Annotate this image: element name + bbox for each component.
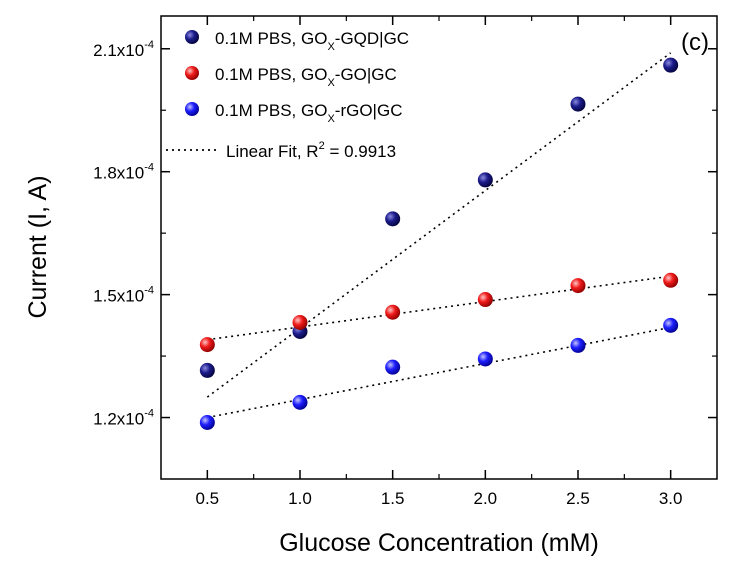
- y-tick-label: 1.2x10-4: [93, 408, 154, 429]
- data-point: [663, 272, 679, 288]
- data-point: [663, 57, 679, 73]
- y-tick-label: 1.5x10-4: [93, 285, 154, 306]
- data-point: [477, 351, 493, 367]
- x-tick-label: 2.0: [474, 489, 498, 508]
- y-tick-label: 1.8x10-4: [93, 162, 154, 183]
- x-tick-label: 1.5: [381, 489, 405, 508]
- data-point: [199, 414, 215, 430]
- legend-marker-go: [185, 66, 199, 80]
- data-point: [663, 317, 679, 333]
- legend: 0.1M PBS, GOX-GQD|GC 0.1M PBS, GOX-GO|GC…: [166, 29, 409, 161]
- y-tick-label: 2.1x10-4: [93, 39, 154, 60]
- fit-line: [206, 52, 672, 398]
- data-point: [385, 304, 401, 320]
- fit-line: [207, 275, 671, 341]
- data-point: [570, 278, 586, 294]
- data-point: [199, 362, 215, 378]
- data-point: [385, 359, 401, 375]
- data-point: [292, 314, 308, 330]
- x-tick-label: 0.5: [196, 489, 220, 508]
- panel-label: (c): [681, 29, 709, 56]
- data-point: [570, 337, 586, 353]
- legend-fit-label: Linear Fit, R2 = 0.9913: [226, 140, 396, 161]
- x-axis-title: Glucose Concentration (mM): [279, 529, 599, 557]
- legend-label-rgo: 0.1M PBS, GOX-rGO|GC: [215, 101, 402, 125]
- data-point: [385, 211, 401, 227]
- data-point: [292, 394, 308, 410]
- legend-marker-gqd: [185, 30, 199, 44]
- data-point: [199, 337, 215, 353]
- data-point: [477, 172, 493, 188]
- data-points: [199, 57, 679, 430]
- data-point: [477, 292, 493, 308]
- legend-label-go: 0.1M PBS, GOX-GO|GC: [215, 65, 397, 89]
- x-tick-label: 3.0: [659, 489, 683, 508]
- x-tick-label: 1.0: [288, 489, 312, 508]
- fit-lines: [206, 52, 672, 419]
- data-point: [570, 96, 586, 112]
- x-tick-label: 2.5: [566, 489, 590, 508]
- fit-line: [207, 326, 671, 419]
- y-axis-title: Current (I, A): [24, 175, 52, 318]
- axis-ticks: 0.5 1.0 1.5 2.0 2.5 3.0 1.2x10-4 1.5x10-4 1.8x10…: [93, 16, 717, 508]
- legend-marker-rgo: [185, 102, 199, 116]
- legend-label-gqd: 0.1M PBS, GOX-GQD|GC: [215, 29, 409, 53]
